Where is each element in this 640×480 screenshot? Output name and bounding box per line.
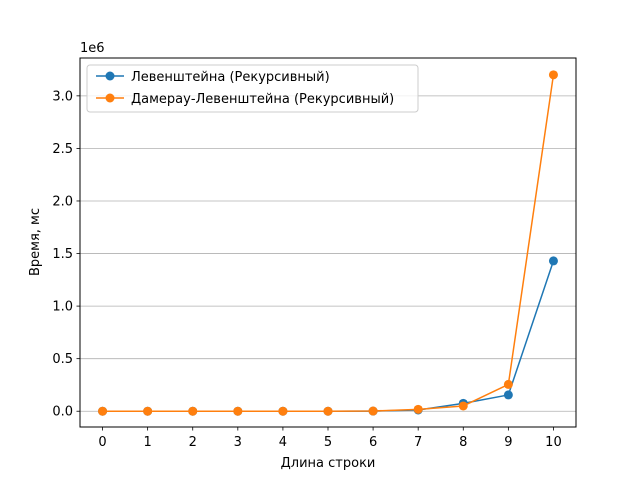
legend-label-damerau-levenshtein: Дамерау-Левенштейна (Рекурсивный) (131, 92, 394, 107)
series-line-1 (102, 74, 555, 412)
legend-marker-damerau-levenshtein (105, 93, 115, 103)
series-1-point (188, 406, 198, 416)
series-1-point (143, 406, 153, 416)
x-tick-label: 4 (279, 435, 287, 450)
series-1-point (233, 406, 243, 416)
series-1-point (413, 404, 423, 414)
x-tick-label: 3 (234, 435, 242, 450)
y-axis-ticks: 0.0 0.5 1.0 1.5 2.0 2.5 3.0 (52, 89, 80, 420)
grid-lines (80, 95, 576, 412)
x-tick-label: 1 (143, 435, 151, 450)
y-axis-label: Время, мс (28, 208, 43, 276)
y-tick-label: 0.0 (52, 405, 73, 420)
series-1-point (278, 406, 288, 416)
x-tick-label: 6 (369, 435, 377, 450)
series-line-0 (102, 260, 555, 412)
series-0-point (548, 256, 558, 266)
x-tick-label: 0 (98, 435, 106, 450)
series-1-point (503, 379, 513, 389)
x-tick-label: 8 (459, 435, 467, 450)
x-tick-label: 7 (414, 435, 422, 450)
legend-marker-levenshtein (105, 71, 115, 81)
x-axis-ticks: 0 1 2 3 4 5 6 7 8 9 10 (98, 427, 562, 450)
y-offset-label: 1e6 (80, 41, 105, 56)
plot-frame (79, 57, 577, 428)
y-tick-label: 3.0 (52, 89, 73, 104)
y-tick-label: 0.5 (52, 352, 73, 367)
y-tick-label: 1.0 (52, 300, 73, 315)
series-1-point (98, 406, 108, 416)
legend: Левенштейна (Рекурсивный) Дамерау-Левенш… (86, 64, 419, 113)
series-1-point (368, 406, 378, 416)
series-0-point (503, 390, 513, 400)
x-tick-label: 5 (324, 435, 332, 450)
legend-label-levenshtein: Левенштейна (Рекурсивный) (131, 70, 330, 85)
y-tick-label: 2.5 (52, 142, 73, 157)
y-tick-label: 1.5 (52, 247, 73, 262)
x-tick-label: 2 (189, 435, 197, 450)
series-lines (98, 70, 558, 416)
series-1-point (458, 401, 468, 411)
x-axis-label: Длина строки (281, 456, 376, 471)
series-1-point (548, 70, 558, 80)
series-1-point (323, 406, 333, 416)
legend-box (86, 64, 419, 113)
x-tick-label: 9 (504, 435, 512, 450)
y-tick-label: 2.0 (52, 194, 73, 209)
x-tick-label: 10 (545, 435, 562, 450)
